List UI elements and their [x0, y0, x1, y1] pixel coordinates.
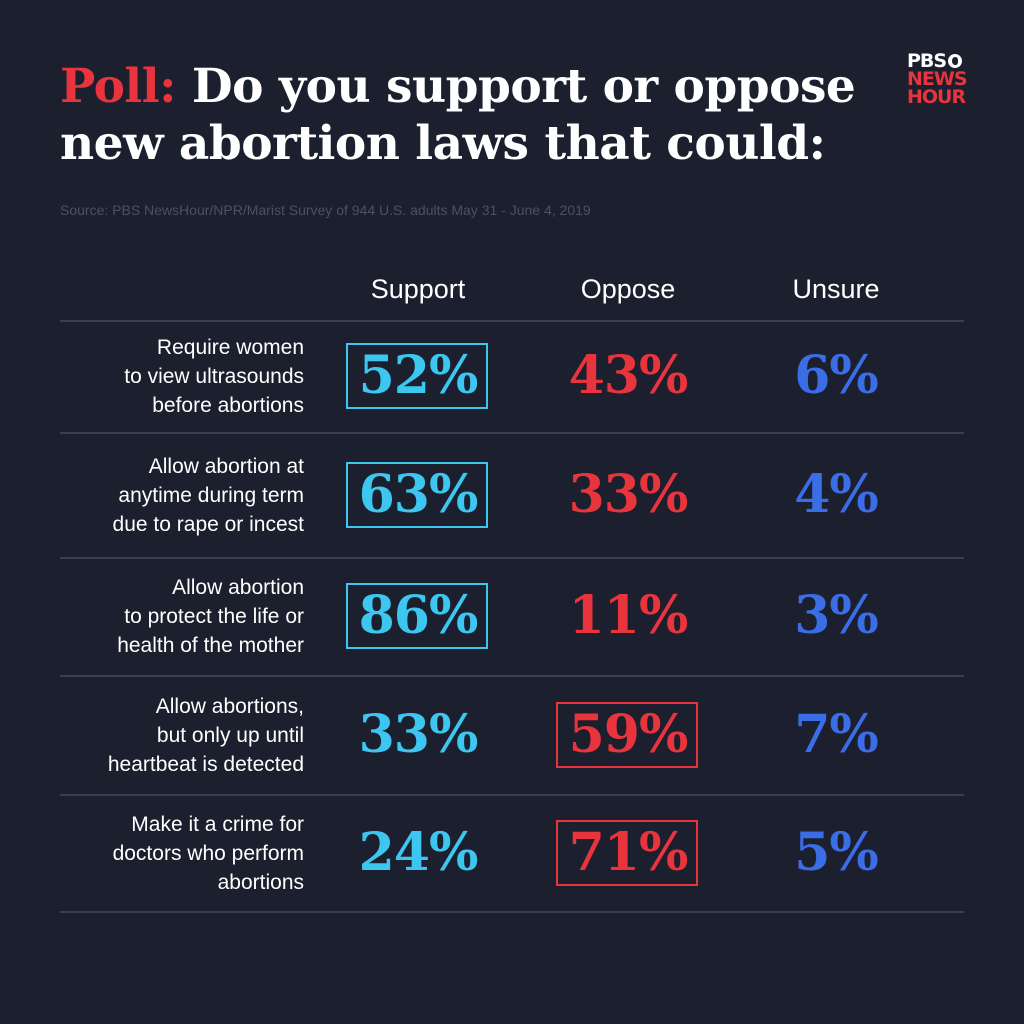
logo-line-3: HOUR — [907, 86, 966, 108]
row-label-line: abortions — [217, 870, 304, 894]
row-label: Allow abortions, but only up until heartbe… — [40, 692, 304, 779]
row-label: Make it a crime for doctors who perform ab… — [40, 810, 304, 897]
column-header-support: Support — [370, 274, 466, 304]
oppose-value: 71% — [568, 821, 689, 883]
support-value: 63% — [358, 463, 479, 525]
title-question: Do you support or oppose new abortion la… — [60, 59, 856, 171]
support-value: 52% — [358, 345, 479, 406]
unsure-value: 6% — [794, 345, 879, 406]
pbs-newshour-logo: PBS NEWS HOUR — [907, 50, 977, 108]
row-label-line: Require women — [156, 336, 304, 359]
highlight-box — [346, 461, 488, 528]
chart-title: Poll: Do you support or oppose new abort… — [60, 58, 860, 172]
row-divider — [60, 675, 964, 677]
unsure-value: 3% — [794, 585, 879, 646]
highlight-box — [556, 819, 698, 886]
title-lead: Poll: — [60, 59, 177, 114]
oppose-value: 59% — [568, 703, 689, 765]
row-label-line: anytime during term — [118, 483, 304, 507]
oppose-value: 11% — [568, 585, 689, 646]
logo-line-1: PBS — [907, 50, 947, 72]
row-label: Require women to view ultrasounds before a… — [40, 333, 304, 420]
unsure-value: 7% — [794, 703, 879, 765]
row-label-line: Allow abortion at — [148, 454, 304, 478]
row-label-line: Make it a crime for — [131, 812, 304, 836]
logo-line-2: NEWS — [907, 68, 968, 90]
source-note: Source: PBS NewsHour/NPR/Marist Survey o… — [60, 202, 591, 218]
row-label-line: health of the mother — [117, 634, 304, 657]
oppose-value: 43% — [568, 345, 689, 406]
column-header-unsure: Unsure — [792, 274, 880, 304]
row-divider — [60, 557, 964, 559]
support-value: 33% — [358, 703, 479, 765]
row-label-line: Allow abortion — [172, 576, 304, 599]
row-divider — [60, 320, 964, 322]
row-label-line: to view ultrasounds — [124, 365, 304, 388]
support-value: 24% — [358, 821, 479, 883]
column-header-oppose: Oppose — [580, 274, 676, 304]
unsure-value: 4% — [794, 463, 879, 525]
unsure-value: 5% — [794, 821, 879, 883]
row-label-line: Allow abortions, — [155, 694, 304, 718]
oppose-value: 33% — [568, 463, 689, 525]
row-label-line: but only up until — [156, 723, 304, 747]
row-label-line: due to rape or incest — [112, 512, 304, 536]
row-divider — [60, 911, 964, 913]
row-divider — [60, 432, 964, 434]
row-label-line: before abortions — [152, 394, 304, 417]
highlight-box — [556, 701, 698, 768]
support-value: 86% — [358, 585, 479, 646]
pbs-head-icon — [948, 54, 963, 68]
row-label-line: doctors who perform — [112, 841, 304, 865]
row-label-line: to protect the life or — [124, 605, 304, 628]
highlight-box — [346, 583, 488, 649]
row-divider — [60, 794, 964, 796]
row-label-line: heartbeat is detected — [107, 752, 304, 776]
highlight-box — [346, 343, 488, 409]
row-label: Allow abortion at anytime during term due … — [40, 452, 304, 539]
row-label: Allow abortion to protect the life or heal… — [40, 573, 304, 660]
